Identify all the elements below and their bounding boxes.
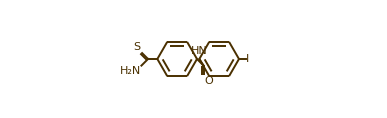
Text: O: O [204,76,213,86]
Text: H₂N: H₂N [120,66,141,76]
Text: HN: HN [191,46,207,57]
Text: S: S [134,42,140,52]
Text: I: I [246,54,249,64]
